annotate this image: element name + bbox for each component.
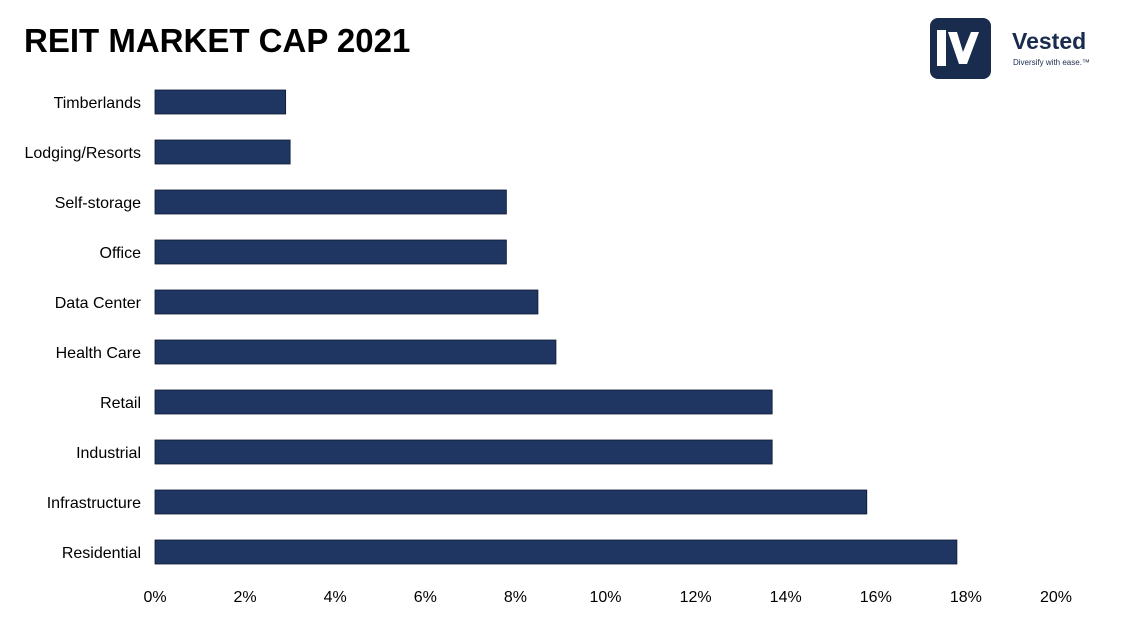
category-label: Infrastructure [47,495,141,512]
logo-name: Vested [1012,28,1087,54]
bar-industrial [154,439,773,465]
x-tick-label: 18% [950,589,982,606]
category-label: Industrial [76,445,141,462]
category-label: Office [100,245,142,262]
vested-logo: Vested Diversify with ease.™ [930,18,1110,80]
x-tick-label: 10% [589,589,621,606]
x-tick-label: 12% [680,589,712,606]
category-label: Self-storage [55,195,141,212]
page-title: REIT MARKET CAP 2021 [24,22,411,59]
category-label: Lodging/Resorts [24,145,141,162]
x-tick-label: 4% [324,589,347,606]
category-label: Retail [100,395,141,412]
category-label: Health Care [56,345,141,362]
bar-office [154,239,507,265]
x-tick-label: 2% [234,589,257,606]
vested-v-icon [930,18,991,79]
bar-self-storage [154,189,507,215]
category-label: Timberlands [54,95,141,112]
logo-tagline: Diversify with ease.™ [1013,58,1090,67]
bar-health-care [154,339,557,365]
x-tick-label: 8% [504,589,527,606]
x-tick-label: 6% [414,589,437,606]
x-tick-label: 16% [860,589,892,606]
bar-timberlands [154,89,287,115]
category-label: Residential [62,545,141,562]
bar-residential [154,539,958,565]
bar-infrastructure [154,489,868,515]
bar-lodging-resorts [154,139,291,165]
x-tick-label: 14% [770,589,802,606]
bar-data-center [154,289,539,315]
category-label: Data Center [55,295,142,312]
bar-retail [154,389,773,415]
x-tick-label: 0% [143,589,166,606]
x-tick-label: 20% [1040,589,1072,606]
